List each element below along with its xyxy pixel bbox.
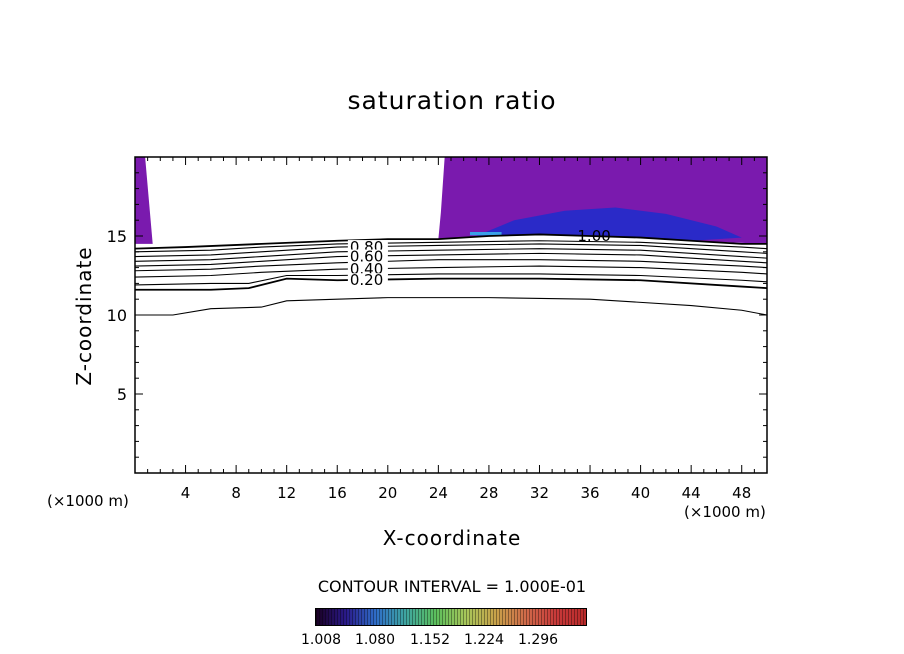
contour-labels: 1.000.800.600.400.20 [347,227,611,289]
x-tick-label: 28 [479,484,498,502]
colorbar [315,608,587,626]
x-unit-label-right: (×1000 m) [684,503,766,521]
y-axis-label: Z-coordinate [72,246,96,386]
contour-label-0.60: 0.60 [350,248,383,266]
chart-title: saturation ratio [347,86,557,115]
x-tick-label: 48 [732,484,751,502]
x-tick-label: 20 [378,484,397,502]
contour-line-0.5 [134,259,768,272]
contour-line-0.7 [134,248,768,262]
contour-interval-label: CONTOUR INTERVAL = 1.000E-01 [317,577,587,596]
contour-line-0.4 [134,265,768,278]
x-tick-label: 40 [631,484,650,502]
colorbar-label: 1.008 [301,632,342,648]
contour-line-0.8 [134,243,768,258]
region-supersaturated-left [135,157,153,244]
x-axis-label: X-coordinate [382,526,522,550]
contour-label-bg [347,249,388,263]
colorbar-label: 1.080 [355,632,396,648]
region-core-lightblue [469,232,502,236]
y-tick-label: 5 [117,385,127,404]
x-tick-label: 24 [429,484,448,502]
x-tick-label: 16 [328,484,347,502]
colorbar-label: 1.296 [518,632,559,648]
x-tick-label: 36 [580,484,599,502]
contour-line-0.9 [134,240,768,253]
contour-label-0.20: 0.20 [350,271,383,289]
filled-regions [135,157,767,244]
region-core-blue [476,207,742,241]
contour-line-0.2 [135,277,768,291]
x-tick-label: 8 [231,484,241,502]
colorbar-label: 1.224 [464,632,505,648]
x-tick-label: 32 [530,484,549,502]
y-tick-label: 10 [107,306,127,325]
contour-label-bg [347,262,388,276]
contour-lines [134,233,768,316]
colorbar-label: 1.152 [410,632,451,648]
x-tick-label: 4 [181,484,191,502]
contour-label-1.00: 1.00 [577,227,610,245]
x-unit-label-left: (×1000 m) [47,492,129,510]
contour-line-1 [134,233,767,250]
contour-line-0.6 [134,252,768,267]
x-tick-label: 44 [682,484,701,502]
contour-label-bg [347,273,388,287]
contour-line-0.1 [135,297,768,316]
x-tick-label: 12 [277,484,296,502]
y-tick-label: 15 [107,227,127,246]
